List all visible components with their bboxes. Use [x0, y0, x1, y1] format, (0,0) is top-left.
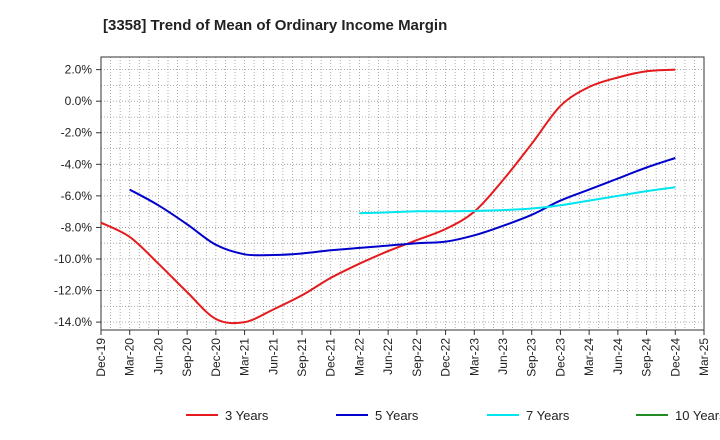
x-tick-label: Mar-22 — [352, 338, 366, 376]
x-tick-label: Dec-23 — [553, 338, 567, 377]
legend-label-7-years: 7 Years — [526, 408, 570, 423]
series — [100, 68, 676, 325]
series-line-7-years — [359, 186, 676, 215]
legend: 3 Years 5 Years 7 Years 10 Years — [186, 408, 720, 423]
legend-label-5-years: 5 Years — [375, 408, 419, 423]
x-tick-label: Jun-20 — [151, 338, 165, 375]
x-tick-label: Sep-23 — [525, 338, 539, 377]
x-tick-label: Dec-22 — [439, 338, 453, 377]
x-tick-label: Mar-21 — [238, 338, 252, 376]
y-tick-label: -10.0% — [54, 252, 92, 266]
x-tick-label: Dec-20 — [209, 338, 223, 377]
x-tick-label: Sep-20 — [180, 338, 194, 377]
series-line-3-years — [100, 68, 676, 325]
x-tick-label: Mar-23 — [467, 338, 481, 376]
x-tick-label: Dec-24 — [668, 338, 682, 377]
plot-frame — [100, 56, 705, 331]
x-axis: Dec-19 Mar-20 Jun-20 Sep-20 Dec-20 Mar-21 Jun-… — [94, 330, 711, 377]
y-axis: 2.0% 0.0% -2.0% -4.0% -6.0% -8.0% -10.0% -12.0%… — [54, 63, 101, 329]
y-tick-label: -12.0% — [54, 284, 92, 298]
y-tick-label: -6.0% — [61, 189, 93, 203]
x-tick-label: Jun-21 — [266, 338, 280, 375]
x-tick-label: Sep-21 — [295, 338, 309, 377]
y-tick-label: 0.0% — [65, 94, 93, 108]
x-tick-label: Dec-19 — [94, 338, 108, 377]
x-tick-label: Mar-25 — [697, 338, 711, 376]
x-tick-label: Mar-20 — [123, 338, 137, 376]
x-tick-label: Sep-24 — [640, 338, 654, 377]
x-tick-label: Jun-24 — [611, 338, 625, 375]
x-tick-label: Jun-22 — [381, 338, 395, 375]
x-tick-label: Dec-21 — [324, 338, 338, 377]
y-tick-label: -14.0% — [54, 315, 92, 329]
legend-label-10-years: 10 Years — [675, 408, 720, 423]
y-tick-label: -2.0% — [61, 126, 93, 140]
chart-title: [3358] Trend of Mean of Ordinary Income … — [103, 17, 447, 34]
x-tick-label: Mar-24 — [582, 338, 596, 376]
x-tick-label: Jun-23 — [496, 338, 510, 375]
y-tick-label: -4.0% — [61, 157, 93, 171]
legend-label-3-years: 3 Years — [225, 408, 269, 423]
grid — [100, 57, 705, 330]
y-tick-label: 2.0% — [65, 63, 93, 77]
x-tick-label: Sep-22 — [410, 338, 424, 377]
y-tick-label: -8.0% — [61, 220, 93, 234]
series-line-5-years — [129, 157, 676, 257]
